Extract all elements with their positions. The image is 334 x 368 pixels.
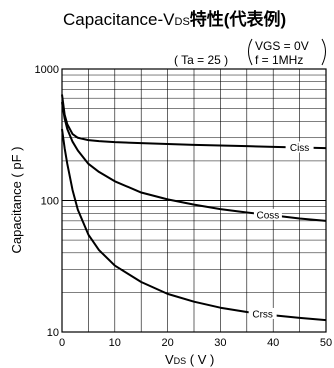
y-tick-labels: 10 100 1000: [35, 64, 59, 339]
grid: [62, 69, 326, 332]
series-label-ciss: Ciss: [290, 143, 309, 154]
x-tick-labels: 0 10 20 30 40 50: [59, 337, 332, 349]
x-tick-label: 20: [161, 337, 173, 349]
series-line-ciss: [61, 94, 327, 150]
series-label-crss: Crss: [252, 309, 273, 320]
x-tick-label: 40: [267, 337, 279, 349]
condition-vgs: VGS = 0V: [255, 39, 309, 53]
title-suffix: 特性(代表例): [190, 9, 286, 29]
title-sub: DS: [175, 16, 190, 28]
chart-title: Capacitance-VDS特性(代表例): [63, 9, 286, 29]
y-axis-label: Capacitance ( pF ): [9, 147, 24, 254]
x-axis-label-main: V: [165, 352, 174, 367]
series-label-bg: [285, 141, 314, 153]
series-label-bg: [248, 307, 277, 319]
y-tick-label: 100: [41, 196, 59, 208]
x-tick-label: 50: [320, 337, 332, 349]
series-label-bg: [253, 208, 282, 220]
condition-freq: f = 1MHz: [255, 53, 303, 67]
plot-frame: [61, 68, 327, 333]
x-tick-label: 10: [109, 337, 121, 349]
title-main: Capacitance-V: [63, 10, 175, 29]
condition-bracket-right: [321, 38, 326, 66]
condition-ta: ( Ta = 25 ): [174, 53, 228, 67]
x-axis-label-unit: ( V ): [186, 352, 214, 367]
x-tick-label: 0: [59, 337, 65, 349]
y-tick-label: 10: [47, 327, 59, 339]
series-label-coss: Coss: [257, 210, 280, 221]
y-tick-label: 1000: [35, 64, 59, 76]
series-labels: Ciss Coss Crss: [248, 141, 314, 320]
x-axis-label: VDS ( V ): [165, 352, 214, 367]
x-axis-label-sub: DS: [174, 356, 187, 366]
condition-bracket-left: [248, 38, 253, 66]
x-tick-label: 30: [214, 337, 226, 349]
